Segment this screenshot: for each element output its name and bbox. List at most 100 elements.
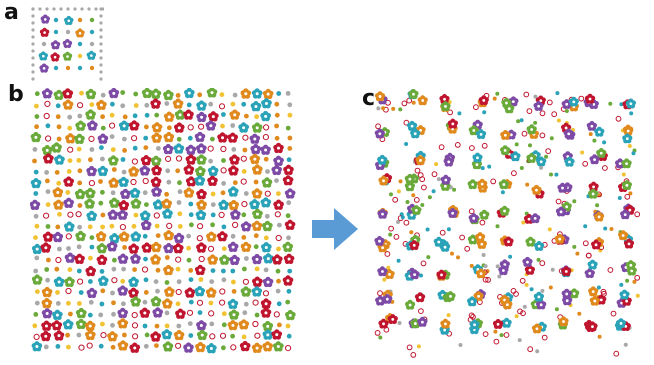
- particle-dot: [285, 299, 291, 305]
- particle-dot: [142, 299, 148, 305]
- particle-flower: [161, 198, 172, 209]
- particle-flower: [42, 231, 54, 242]
- particle-dot: [431, 189, 436, 194]
- particle-flower: [443, 156, 454, 167]
- particle-ring: [43, 212, 50, 219]
- particle-dot: [176, 323, 182, 329]
- particle-dot: [45, 224, 51, 229]
- particle-flower: [250, 101, 262, 112]
- particle-dot: [100, 321, 105, 327]
- particle-flower: [282, 275, 294, 286]
- particle-ring: [175, 155, 183, 162]
- particle-ring: [130, 178, 137, 186]
- particle-dot: [232, 180, 238, 186]
- particle-flower: [163, 131, 175, 143]
- particle-flower: [282, 241, 294, 252]
- particle-dot: [276, 301, 282, 307]
- particle-dot: [143, 135, 149, 141]
- particle-flower: [86, 210, 97, 221]
- particle-dot: [177, 211, 183, 217]
- particle-flower: [194, 131, 206, 142]
- particle-flower: [228, 186, 239, 197]
- particle-dot: [508, 254, 513, 259]
- particle-dot: [287, 146, 293, 151]
- particle-dot: [54, 266, 60, 272]
- particle-ring: [165, 155, 172, 163]
- particle-dot: [89, 244, 95, 250]
- particle-flower: [117, 307, 128, 319]
- particle-dot: [376, 106, 381, 111]
- particle-ring: [55, 256, 62, 264]
- particle-dot: [89, 65, 95, 71]
- particle-flower: [492, 319, 504, 329]
- particle-flower: [97, 133, 109, 144]
- particle-dot: [143, 145, 149, 150]
- particle-flower: [283, 164, 294, 175]
- particle-dot: [595, 203, 600, 208]
- particle-flower: [130, 198, 142, 209]
- particle-ring: [209, 333, 216, 340]
- particle-flower: [141, 242, 153, 253]
- particle-flower: [52, 309, 63, 320]
- particle-ring: [377, 290, 383, 297]
- particle-dot: [32, 158, 37, 164]
- particle-flower: [250, 143, 261, 155]
- particle-dot: [77, 168, 83, 174]
- panel-c-label: c: [362, 86, 376, 111]
- particle-dot: [264, 213, 270, 219]
- particle-dot: [544, 154, 549, 159]
- particle-dot: [516, 119, 521, 124]
- particle-ring: [414, 167, 421, 174]
- particle-flower: [238, 122, 249, 133]
- particle-flower: [534, 241, 545, 251]
- particle-ring: [634, 211, 641, 218]
- particle-flower: [74, 133, 85, 144]
- particle-ring: [470, 314, 476, 320]
- particle-flower: [183, 187, 195, 198]
- particle-dot: [398, 179, 403, 184]
- particle-dot: [176, 136, 182, 142]
- particle-dot: [79, 90, 84, 96]
- particle-dot: [197, 92, 203, 98]
- particle-dot: [619, 282, 624, 287]
- particle-dot: [33, 191, 39, 196]
- particle-ring: [285, 345, 292, 352]
- particle-flower: [478, 95, 489, 106]
- particle-flower: [588, 188, 599, 199]
- particle-flower: [118, 200, 130, 211]
- particle-ring: [539, 260, 546, 267]
- particle-flower: [53, 199, 64, 210]
- particle-dot: [220, 190, 226, 196]
- particle-dot: [144, 124, 149, 130]
- particle-dot: [66, 169, 72, 174]
- particle-dot: [400, 215, 405, 220]
- particle-flower: [173, 329, 185, 341]
- particle-flower: [251, 220, 263, 231]
- particle-flower: [50, 52, 60, 62]
- particle-flower: [150, 88, 162, 99]
- particle-ring: [464, 245, 471, 252]
- particle-ring: [196, 235, 203, 242]
- particle-flower: [411, 205, 422, 215]
- particle-flower: [96, 254, 108, 265]
- particle-flower: [218, 199, 229, 210]
- particle-flower: [561, 99, 572, 109]
- particle-dot: [446, 313, 451, 318]
- particle-dot: [540, 288, 545, 293]
- particle-dot: [221, 322, 227, 328]
- particle-dot: [132, 113, 138, 119]
- particle-flower: [117, 285, 128, 296]
- particle-flower: [95, 231, 107, 242]
- particle-flower: [150, 155, 162, 166]
- particle-ring: [468, 208, 475, 215]
- particle-dot: [221, 158, 226, 163]
- particle-dot: [77, 180, 83, 186]
- particle-dot: [409, 230, 414, 235]
- particle-ring: [551, 111, 558, 118]
- particle-flower: [249, 199, 260, 210]
- particle-dot: [77, 65, 83, 71]
- particle-flower: [271, 329, 283, 340]
- particle-dot: [277, 222, 282, 228]
- particle-dot: [396, 189, 401, 194]
- particle-flower: [64, 15, 74, 26]
